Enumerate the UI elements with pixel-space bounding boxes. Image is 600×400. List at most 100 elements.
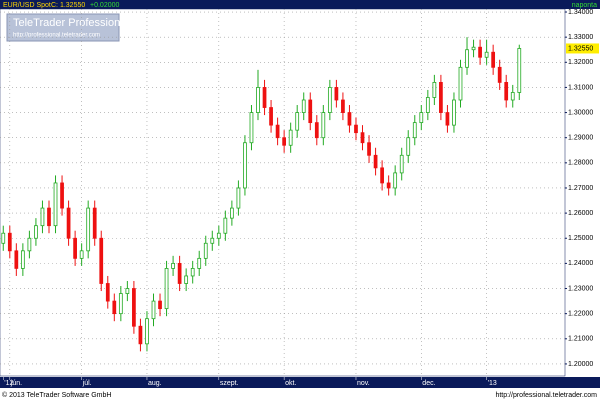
candle-body: [517, 48, 522, 93]
candle-body: [190, 268, 195, 277]
candle-body: [288, 129, 293, 146]
y-tick-label: 1.32000: [568, 59, 593, 66]
candle-body: [439, 82, 443, 113]
candle-body: [203, 242, 208, 259]
brand-box: [6, 13, 120, 42]
candle-body: [465, 49, 469, 68]
candle-body: [34, 225, 38, 239]
candle-body: [53, 182, 58, 227]
candle-body: [497, 66, 502, 83]
candle-body: [406, 137, 411, 156]
y-tick-label: 1.28000: [568, 160, 593, 167]
candle-body: [125, 288, 130, 294]
y-tick-label: 1.21000: [568, 336, 593, 343]
candle-body: [112, 300, 117, 315]
x-tick-label: aug.: [148, 380, 162, 387]
candle-body: [445, 112, 450, 126]
header-bar: [0, 0, 600, 9]
candle-body: [360, 132, 365, 144]
candle-body: [118, 293, 123, 315]
candle-body: [243, 142, 247, 189]
change-text: +0.02000: [90, 2, 119, 9]
candle-body: [230, 207, 234, 219]
candle-body: [40, 207, 45, 227]
brand: TeleTrader Professional: [13, 17, 129, 29]
y-tick-label: 1.22000: [568, 311, 593, 318]
candle-body: [419, 112, 424, 124]
candle-body: [256, 87, 260, 113]
footer-left: © 2013 TeleTrader Software GmbH: [2, 391, 111, 399]
candle-body: [158, 300, 162, 310]
candle-body: [60, 182, 64, 209]
candle-body: [373, 154, 378, 169]
candle-body: [341, 99, 345, 113]
y-tick-label: 1.27000: [568, 185, 593, 192]
y-tick-label: 1.24000: [568, 260, 593, 267]
x-axis-bar: [0, 377, 600, 388]
last-price-label: 1.32550: [568, 45, 593, 52]
candle-body: [236, 187, 241, 209]
y-tick-label: 1.30000: [568, 109, 593, 116]
candle-body: [66, 207, 71, 239]
candle-body: [354, 124, 358, 134]
last-price-box: [566, 43, 599, 54]
candle-body: [184, 275, 189, 284]
candle-body: [14, 250, 19, 269]
candle-body: [484, 51, 489, 58]
candle-body: [471, 46, 476, 51]
y-tick-label: 1.33000: [568, 34, 593, 41]
x-tick-label: dec.: [422, 380, 435, 387]
x-tick-label: nov.: [357, 380, 370, 387]
candle-body: [223, 217, 228, 234]
candle-body: [432, 82, 437, 98]
candle-body: [412, 122, 417, 139]
period: naponta: [572, 2, 597, 9]
candle-body: [27, 237, 32, 252]
candle-body: [210, 237, 215, 244]
candle-body: [249, 112, 254, 144]
y-tick-label: 1.23000: [568, 285, 593, 292]
candle-body: [393, 172, 398, 189]
candle-body: [425, 97, 430, 113]
candle-body: [105, 283, 110, 302]
candle-body: [452, 99, 456, 126]
candle-body: [308, 99, 313, 124]
candle-body: [314, 122, 319, 139]
y-tick-label: 1.29000: [568, 135, 593, 142]
candle-body: [478, 46, 482, 58]
y-tick-label: 1.31000: [568, 84, 593, 91]
candle-body: [275, 124, 280, 139]
y-tick-label: 1.25000: [568, 235, 593, 242]
candle-body: [334, 87, 339, 101]
candle-body: [399, 154, 404, 174]
candle-body: [301, 99, 306, 113]
candle-body: [504, 82, 509, 101]
candle-body: [7, 232, 12, 252]
x-tick-label: '12: [4, 380, 13, 387]
candle-body: [138, 325, 143, 345]
x-tick-label: szept.: [220, 380, 239, 387]
candle-body: [216, 232, 221, 239]
candle-body: [20, 250, 25, 269]
candle-body: [269, 107, 273, 126]
candle-body: [99, 237, 104, 284]
close-text: C: 1.32550: [51, 2, 85, 9]
x-tick-label: '13: [488, 380, 497, 387]
y-tick-label: 1.26000: [568, 210, 593, 217]
plot-area: [0, 8, 566, 377]
candle-body: [164, 268, 169, 310]
candle-body: [151, 300, 156, 320]
y-tick-label: 1.34000: [568, 9, 593, 16]
candle-body: [458, 66, 463, 101]
x-tick-label: jún.: [10, 380, 22, 387]
footer-right: http://professional.teletrader.com: [495, 392, 597, 399]
candle-body: [321, 112, 326, 139]
candle-body: [347, 112, 352, 126]
candle-body: [282, 137, 287, 146]
candle-body: [79, 250, 84, 259]
candle-body: [197, 257, 202, 269]
candle-body: [262, 87, 267, 108]
candle-body: [177, 262, 182, 284]
x-tick-label: okt.: [285, 380, 296, 387]
